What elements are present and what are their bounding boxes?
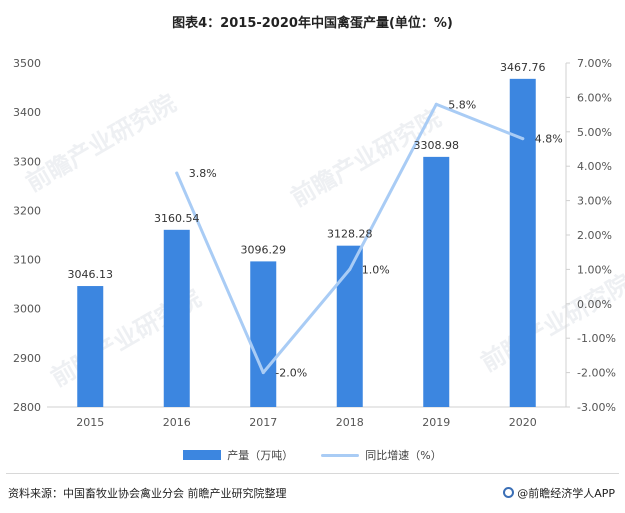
legend-swatch-bar — [183, 450, 222, 460]
y-left-tick-label: 3100 — [13, 254, 41, 267]
legend-label-bar: 产量（万吨） — [227, 449, 294, 462]
y-right-tick-label: 1.00% — [577, 263, 612, 276]
bar-value-label: 3160.54 — [154, 212, 200, 225]
growth-point-2020 — [521, 137, 525, 141]
line-value-label: 3.8% — [189, 167, 217, 180]
y-right-tick-label: -1.00% — [577, 332, 616, 345]
bar-value-label: 3308.98 — [414, 139, 460, 152]
bar-value-label: 3046.13 — [68, 268, 114, 281]
y-left-tick-label: 3300 — [13, 155, 41, 168]
chart-title: 图表4：2015-2020年中国禽蛋产量(单位：%) — [172, 16, 453, 31]
source-note: 资料来源：中国畜牧业协会禽业分会 前瞻产业研究院整理 — [8, 487, 287, 500]
legend-item-line[interactable]: 同比增速（%） — [321, 447, 442, 463]
legend-label-line: 同比增速（%） — [365, 449, 442, 462]
legend-swatch-line — [321, 453, 360, 457]
y-left-tick-label: 3500 — [13, 57, 41, 70]
bar-2016 — [163, 229, 190, 407]
legend: 产量（万吨） 同比增速（%） — [0, 447, 625, 463]
line-layer — [175, 102, 525, 375]
line-value-label: -2.0% — [275, 367, 307, 380]
y-right-tick-label: 2.00% — [577, 229, 612, 242]
watermark-text-1: 前瞻产业研究院 — [286, 104, 445, 212]
bar-2017 — [250, 261, 277, 407]
bar-value-label: 3467.76 — [500, 61, 546, 74]
growth-point-2018 — [348, 267, 352, 271]
y-left-tick-label: 2800 — [13, 401, 41, 414]
x-tick-label: 2017 — [249, 416, 277, 429]
x-tick-label: 2020 — [509, 416, 537, 429]
watermark-text-0: 前瞻产业研究院 — [21, 89, 180, 197]
x-tick-label: 2019 — [422, 416, 450, 429]
x-tick-label: 2016 — [163, 416, 191, 429]
y-left-tick-label: 3200 — [13, 204, 41, 217]
brand-text: @前瞻经济学人APP — [517, 487, 615, 500]
bar-2018 — [336, 245, 363, 407]
y-right-tick-label: 0.00% — [577, 298, 612, 311]
watermark-text-3: 前瞻产业研究院 — [476, 269, 625, 377]
y-left-tick-label: 3400 — [13, 106, 41, 119]
y-right-tick-label: -3.00% — [577, 401, 616, 414]
brand-credit: @前瞻经济学人APP — [503, 485, 615, 501]
y-right-tick-label: 3.00% — [577, 195, 612, 208]
bar-2019 — [423, 156, 450, 407]
growth-point-2019 — [434, 102, 438, 106]
bar-2015 — [77, 286, 104, 407]
line-value-label: 4.8% — [535, 133, 563, 146]
legend-item-bar[interactable]: 产量（万吨） — [183, 447, 293, 463]
brand-logo-icon — [503, 487, 515, 498]
x-tick-label: 2015 — [76, 416, 104, 429]
bar-2020 — [509, 78, 536, 407]
y-right-tick-label: 7.00% — [577, 57, 612, 70]
y-right-tick-label: 5.00% — [577, 126, 612, 139]
growth-point-2016 — [175, 171, 179, 175]
y-left-tick-label: 2900 — [13, 352, 41, 365]
line-value-label: 1.0% — [362, 263, 390, 276]
footer-divider — [6, 473, 619, 474]
y-right-tick-label: 6.00% — [577, 91, 612, 104]
y-left-tick-label: 3000 — [13, 303, 41, 316]
y-right-tick-label: 4.00% — [577, 160, 612, 173]
axis-layer: 2800 2900 3000 3100 3200 3300 3400 3500 -3.00% -2… — [13, 57, 616, 429]
x-tick-label: 2018 — [336, 416, 364, 429]
y-right-tick-label: -2.00% — [577, 367, 616, 380]
bar-value-label: 3128.28 — [327, 228, 373, 241]
bar-value-label: 3096.29 — [241, 243, 287, 256]
line-value-label: 5.8% — [448, 98, 476, 111]
data-label-layer: 3046.13 3160.54 3096.29 3128.28 3308.98 3467.… — [68, 61, 563, 380]
bar-layer — [77, 78, 536, 407]
growth-point-2017 — [261, 371, 265, 375]
